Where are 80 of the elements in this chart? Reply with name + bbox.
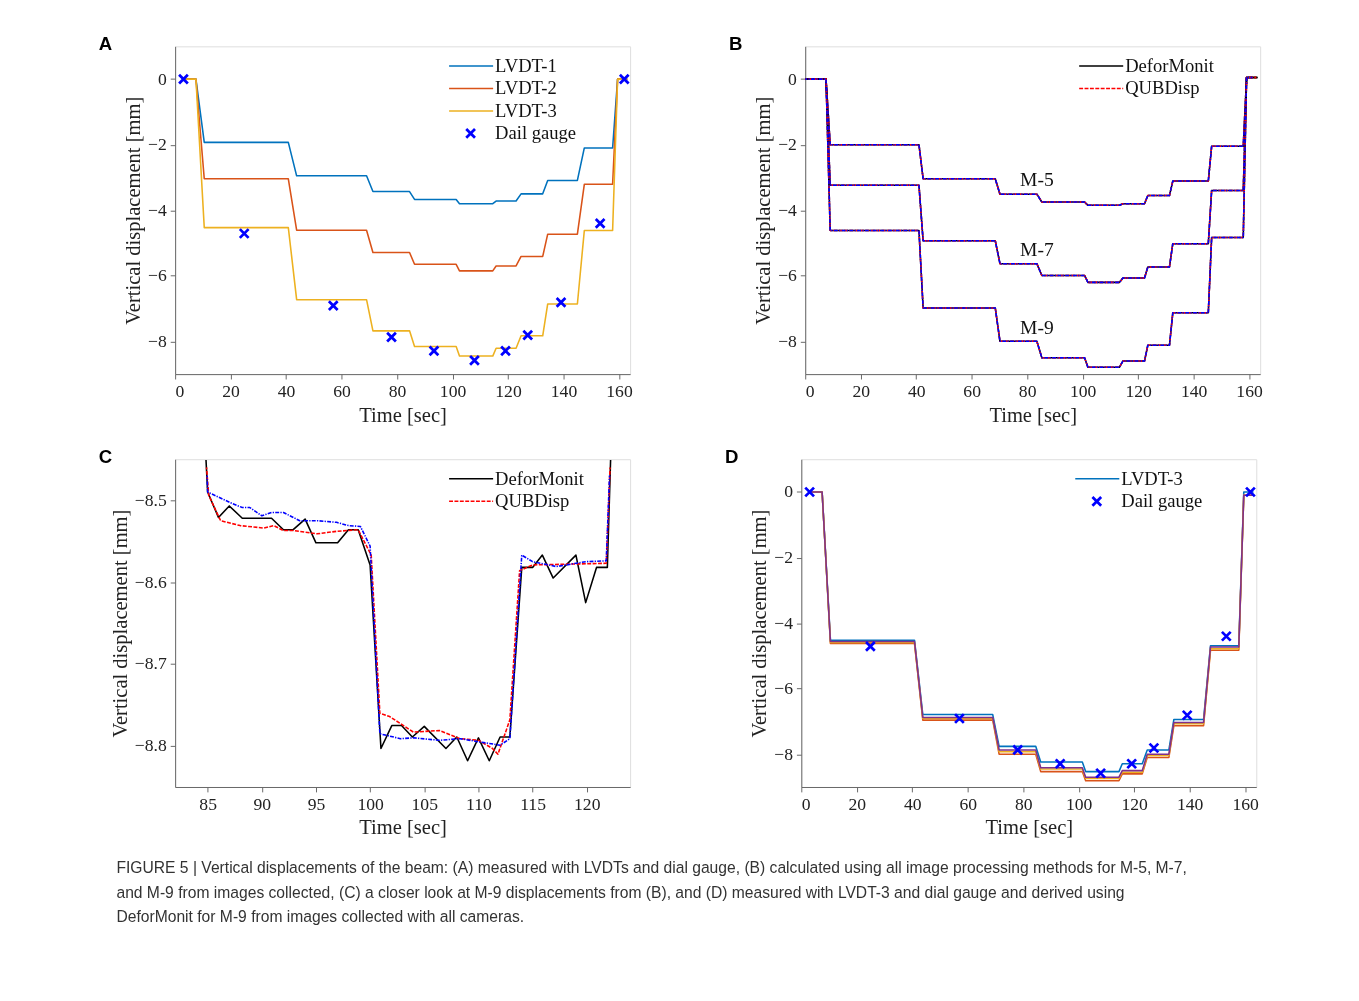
annotation: M-9 (1020, 316, 1054, 338)
x-tick-label: 40 (903, 793, 922, 814)
legend-label: DeforMonit (1125, 54, 1215, 76)
x-tick-label: 40 (277, 381, 296, 402)
caption: FIGURE 5 | Vertical displacements of the beam: (A) measured with LVDTs and dial gauge, (B) calculated using all image processing methods for M-5, M-7, and M-9 from images collected, (C) a closer look at M-9 displacements from (B), and (D) measured with LVDT-3 and dial gauge and derived using DeforMonit for M-9 from images collected with all cameras. (116, 859, 1187, 926)
y-tick-label: −4 (148, 199, 167, 220)
y-tick-label: −6 (148, 265, 167, 286)
chart-title: C (98, 446, 113, 468)
chart-title: A (98, 33, 113, 55)
x-tick-label: 110 (466, 793, 492, 814)
y-axis-title: Vertical displacement [mm] (109, 509, 133, 738)
y-axis-title: Vertical displacement [mm] (122, 96, 146, 325)
x-tick-label: 80 (1014, 793, 1033, 814)
x-tick-label: 60 (963, 381, 982, 402)
x-tick-label: 90 (253, 793, 272, 814)
y-tick-label: −2 (148, 134, 167, 155)
x-tick-label: 120 (574, 793, 601, 814)
x-tick-label: 0 (801, 793, 811, 814)
legend-label: LVDT-3 (1121, 467, 1183, 489)
x-tick-label: 85 (199, 793, 218, 814)
legend-label: Dail gauge (1121, 490, 1203, 512)
x-tick-label: 60 (959, 793, 978, 814)
x-tick-label: 0 (175, 381, 185, 402)
chart-title: B (728, 33, 743, 55)
x-tick-label: 100 (357, 793, 384, 814)
y-tick-label: −8.5 (134, 489, 167, 510)
y-tick-label: −4 (774, 612, 794, 633)
y-axis-title: Vertical displacement [mm] (748, 509, 772, 738)
x-axis-title: Time [sec] (359, 403, 447, 426)
legend-label: QUBDisp (495, 490, 570, 512)
y-tick-label: −8 (148, 330, 167, 351)
x-tick-label: 100 (1066, 793, 1093, 814)
legend-label: LVDT-3 (495, 99, 557, 121)
x-tick-label: 20 (222, 381, 241, 402)
x-tick-label: 140 (1176, 793, 1204, 814)
x-tick-label: 80 (388, 381, 407, 402)
y-tick-label: 0 (784, 481, 794, 502)
x-axis-title: Time [sec] (989, 403, 1078, 426)
y-tick-label: −6 (774, 678, 794, 699)
x-tick-label: 160 (1232, 793, 1260, 814)
legend-label: Dail gauge (495, 122, 577, 144)
x-tick-label: 80 (1018, 381, 1037, 402)
y-tick-label: −2 (778, 134, 797, 155)
y-tick-label: −8.7 (134, 653, 167, 674)
x-tick-label: 60 (333, 381, 352, 402)
x-axis-title: Time [sec] (359, 816, 447, 839)
x-tick-label: 140 (1180, 381, 1208, 402)
y-tick-label: −2 (774, 546, 793, 567)
y-tick-label: −8 (778, 330, 798, 351)
x-tick-label: 105 (411, 793, 439, 814)
x-axis-title: Time [sec] (985, 816, 1074, 839)
x-tick-label: 120 (495, 381, 522, 402)
y-tick-label: −8.6 (134, 571, 167, 592)
y-tick-label: −6 (778, 265, 798, 286)
x-tick-label: 20 (852, 381, 871, 402)
x-tick-label: 95 (307, 793, 326, 814)
y-tick-label: −8 (774, 743, 794, 764)
x-tick-label: 160 (1236, 381, 1263, 402)
legend-label: QUBDisp (1125, 77, 1200, 99)
chart-title: D (725, 446, 739, 468)
x-tick-label: 20 (848, 793, 867, 814)
x-tick-label: 0 (805, 381, 815, 402)
x-tick-label: 100 (1069, 381, 1097, 402)
x-tick-label: 160 (606, 381, 633, 402)
annotation: M-5 (1020, 169, 1054, 191)
y-axis-title: Vertical displacement [mm] (752, 96, 776, 325)
x-tick-label: 120 (1125, 381, 1153, 402)
x-tick-label: 120 (1121, 793, 1149, 814)
y-tick-label: −8.8 (134, 735, 167, 756)
y-tick-label: 0 (788, 68, 798, 89)
legend-label: DeforMonit (495, 467, 585, 489)
legend-label: LVDT-1 (495, 54, 557, 76)
x-tick-label: 40 (907, 381, 926, 402)
x-tick-label: 100 (439, 381, 467, 402)
y-tick-label: 0 (158, 68, 167, 89)
x-tick-label: 115 (520, 793, 547, 814)
x-tick-label: 140 (550, 381, 578, 402)
legend-label: LVDT-2 (495, 77, 557, 99)
annotation: M-7 (1020, 238, 1054, 260)
y-tick-label: −4 (778, 199, 798, 220)
